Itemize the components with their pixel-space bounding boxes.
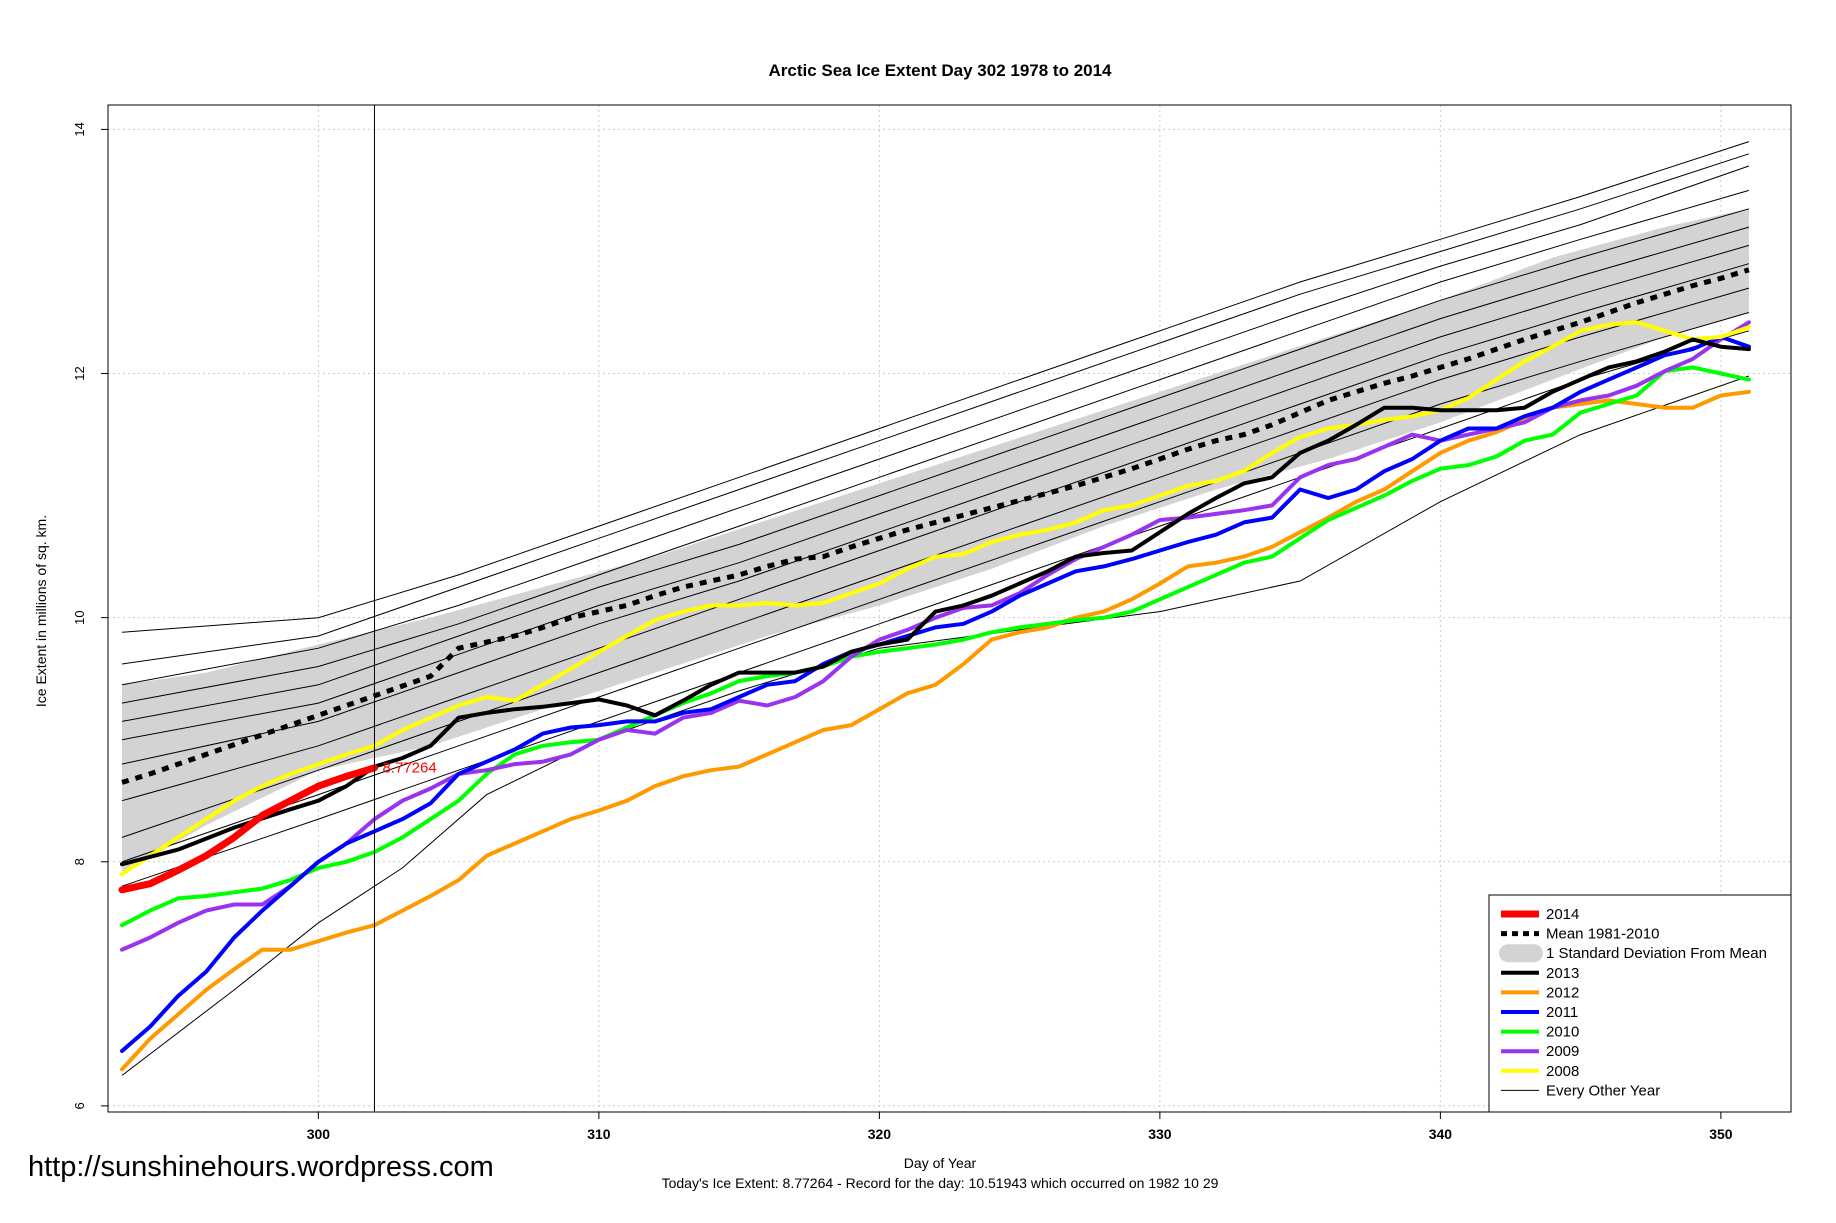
other-year-line-2 <box>121 153 1750 665</box>
other-year-line-9 <box>121 287 1750 838</box>
legend-label: 2009 <box>1546 1043 1579 1060</box>
legend-label: 2013 <box>1546 965 1579 982</box>
x-tick-label: 340 <box>1429 1126 1453 1142</box>
y-axis-label: Ice Extent in millions of sq. km. <box>33 515 49 707</box>
plot-frame <box>107 104 1792 1113</box>
other-year-line-4 <box>121 189 1750 704</box>
series-line-2012 <box>120 389 1751 1072</box>
legend-label: 2010 <box>1546 1024 1579 1041</box>
y-tick-label: 12 <box>72 366 87 380</box>
x-tick-label: 320 <box>868 1126 892 1142</box>
website-link[interactable]: http://sunshinehours.wordpress.com <box>28 1151 494 1183</box>
legend-label: 2014 <box>1546 906 1579 923</box>
legend-label: 2011 <box>1546 1004 1578 1021</box>
series-line-2010 <box>120 365 1751 928</box>
other-year-line-10 <box>121 312 1750 863</box>
x-tick-label: 350 <box>1709 1126 1733 1142</box>
series-line-2013 <box>120 337 1751 867</box>
x-axis-label: Day of Year <box>904 1155 977 1171</box>
axes-layer: 300 310 320 330 340 350 6 8 10 12 14 <box>72 122 1733 1142</box>
x-tick-label: 310 <box>587 1126 611 1142</box>
y-tick-label: 6 <box>72 1102 87 1109</box>
other-year-line-8 <box>121 263 1750 802</box>
y-tick-label: 14 <box>72 122 87 136</box>
legend-label: Mean 1981-2010 <box>1546 926 1659 943</box>
other-year-line-1 <box>121 141 1750 633</box>
other-year-line-11 <box>121 330 1750 887</box>
x-tick-label: 330 <box>1148 1126 1172 1142</box>
legend-label: 1 Standard Deviation From Mean <box>1546 945 1767 962</box>
legend-label: 2008 <box>1546 1063 1579 1080</box>
gridlines <box>108 105 1791 1112</box>
series-line-2014 <box>118 764 378 894</box>
legend-label: Every Other Year <box>1546 1082 1660 1099</box>
legend: 2014 Mean 1981-2010 1 Standard Deviation F… <box>1488 894 1792 1113</box>
mean-line <box>121 267 1750 785</box>
legend-label: 2012 <box>1546 984 1579 1001</box>
current-value-annotation: 8.77264 <box>382 759 436 776</box>
series-lines-layer <box>118 105 1751 1112</box>
y-tick-label: 8 <box>72 858 87 865</box>
other-year-line-5 <box>121 208 1750 722</box>
series-line-2009 <box>120 320 1751 952</box>
footnote-record: Today's Ice Extent: 8.77264 - Record for… <box>662 1175 1219 1191</box>
series-line-2011 <box>120 334 1751 1053</box>
x-tick-label: 300 <box>307 1126 331 1142</box>
other-year-line-3 <box>121 165 1750 686</box>
y-tick-label: 10 <box>72 610 87 624</box>
series-line-2008 <box>120 320 1751 876</box>
other-year-line-6 <box>121 226 1750 741</box>
legend-box <box>1488 894 1792 1113</box>
legend-swatch-band <box>1499 944 1543 963</box>
other-year-line-7 <box>121 244 1750 765</box>
chart-title: Arctic Sea Ice Extent Day 302 1978 to 20… <box>768 61 1112 80</box>
